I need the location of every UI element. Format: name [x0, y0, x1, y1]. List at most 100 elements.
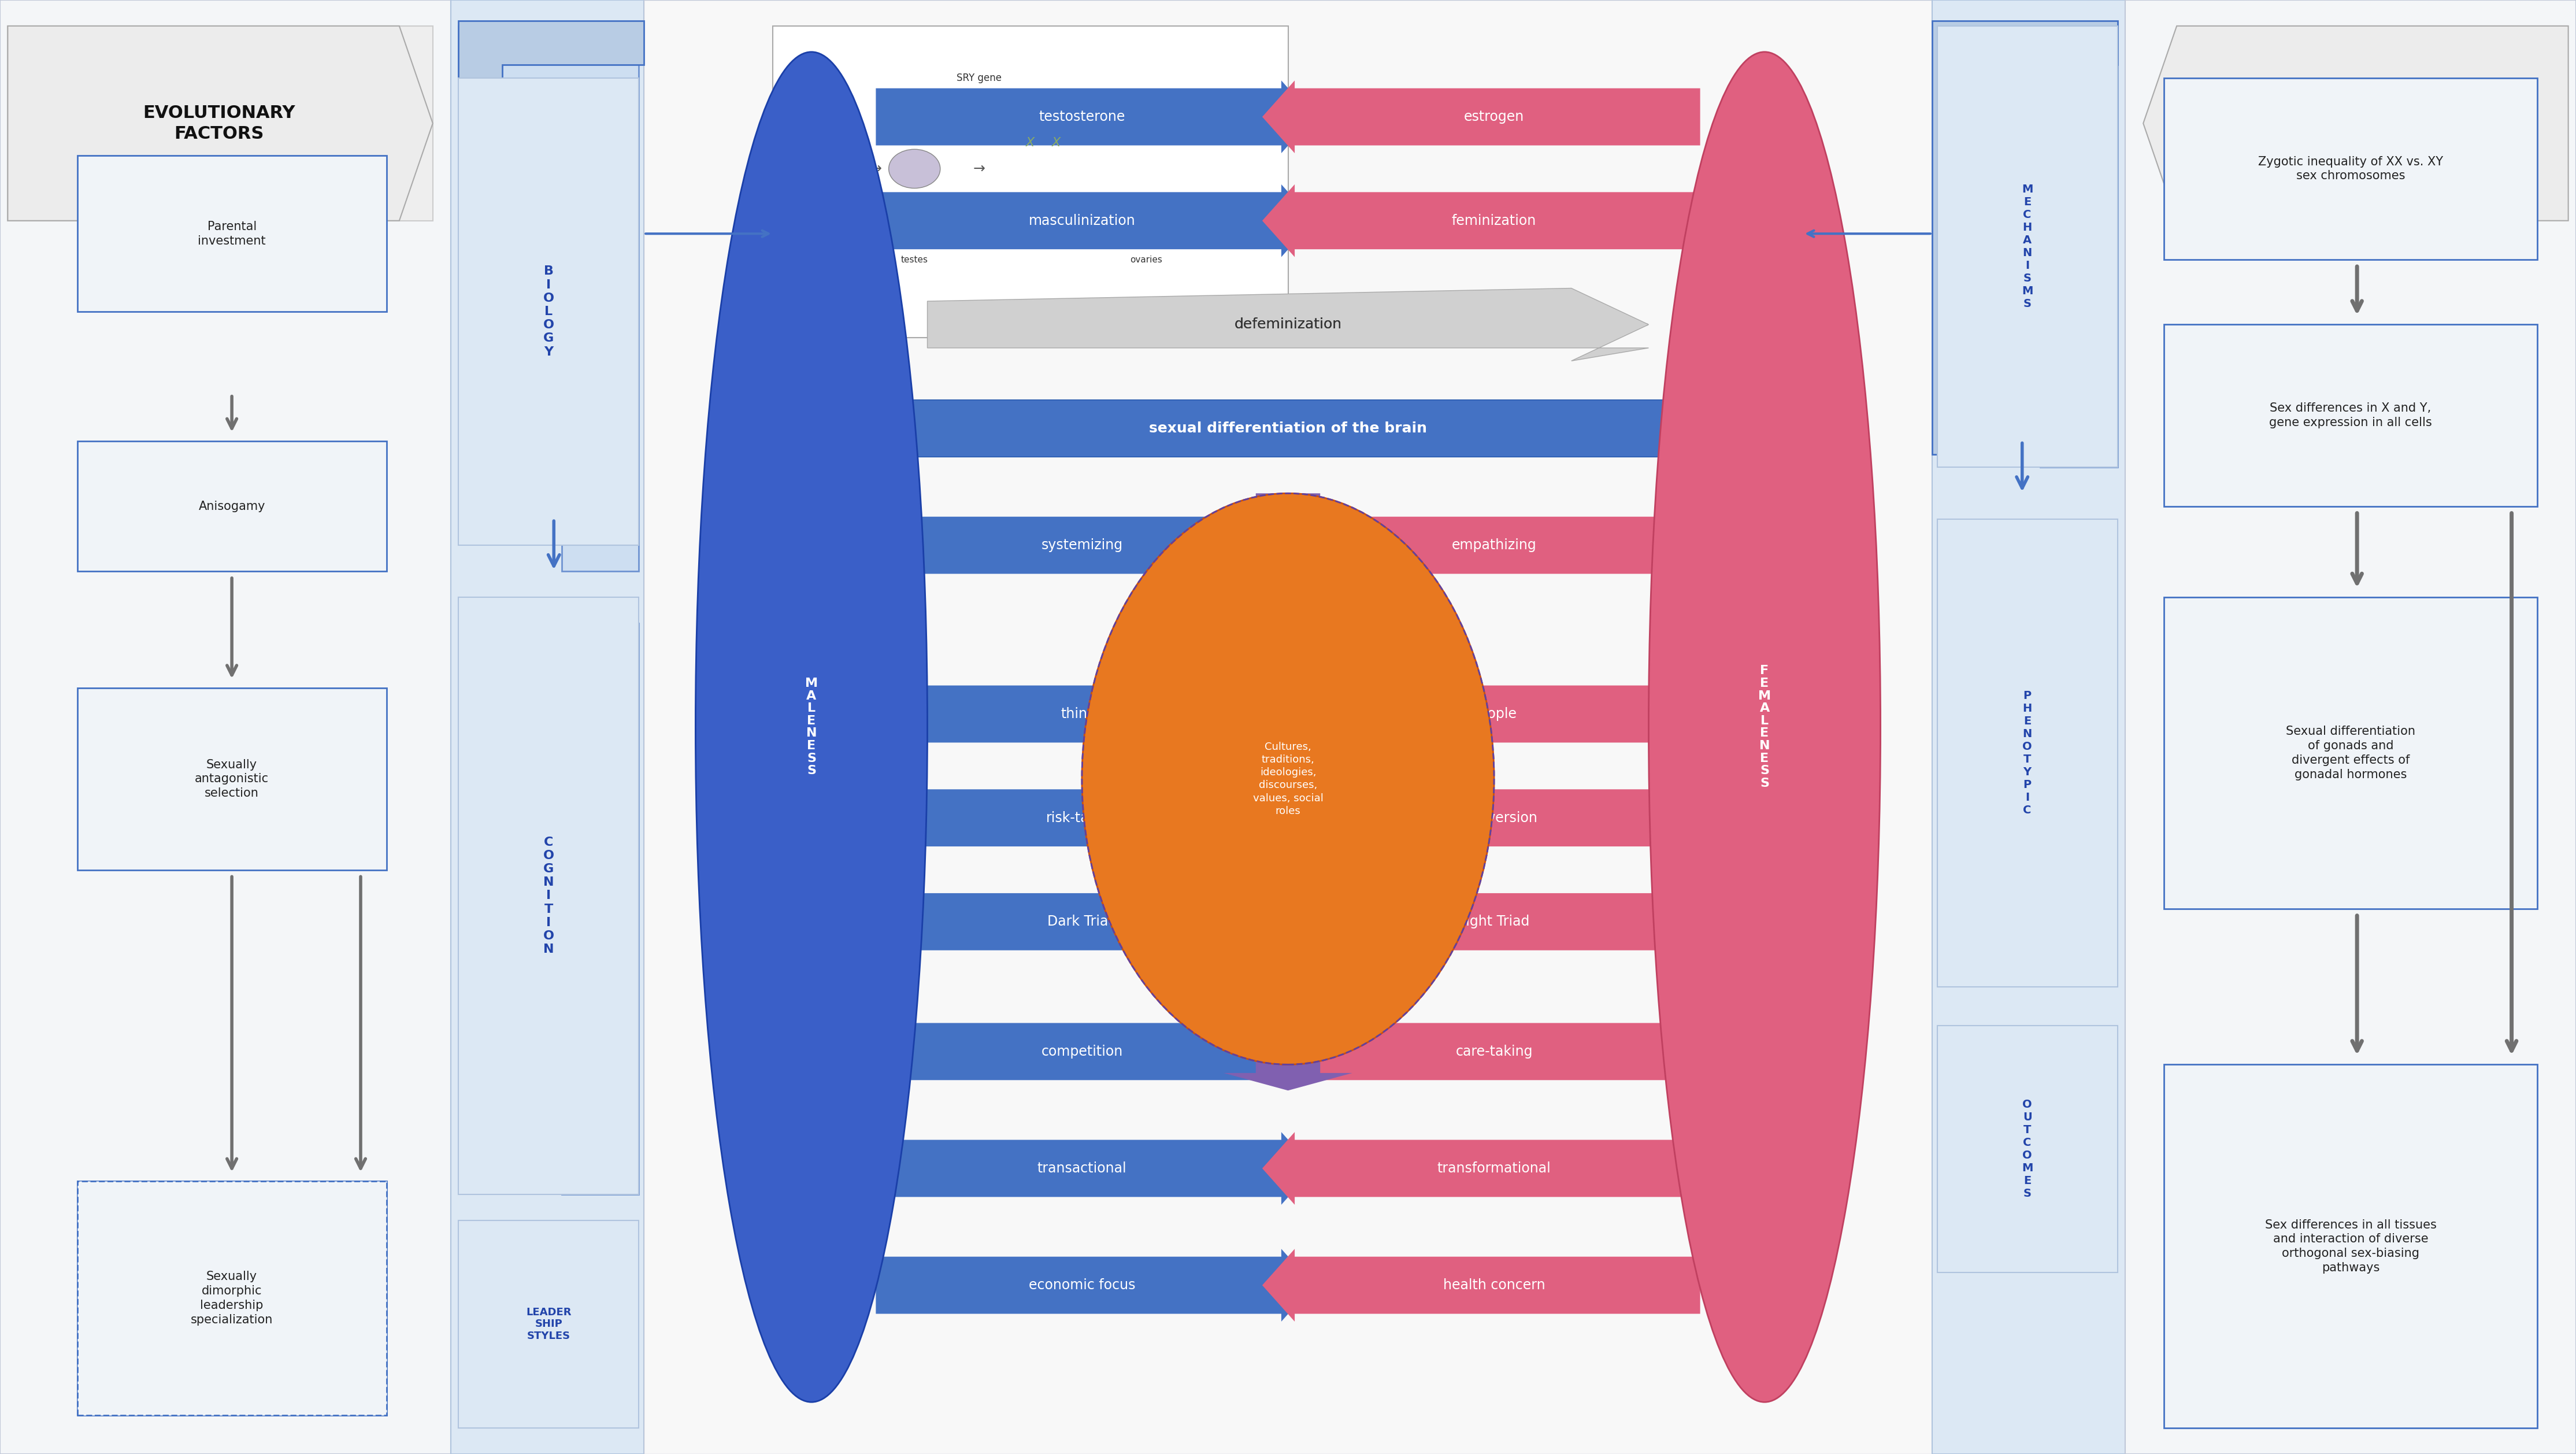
- Text: Dark Triad: Dark Triad: [1048, 915, 1115, 929]
- FancyBboxPatch shape: [2125, 0, 2576, 1454]
- Polygon shape: [1262, 885, 1700, 958]
- FancyBboxPatch shape: [459, 79, 639, 545]
- Polygon shape: [1932, 20, 2117, 454]
- Text: →: →: [871, 161, 881, 176]
- FancyBboxPatch shape: [2164, 79, 2537, 260]
- Text: empathizing: empathizing: [1453, 538, 1535, 553]
- Text: testosterone: testosterone: [1038, 111, 1126, 124]
- Text: EVOLUTIONARY
FACTORS: EVOLUTIONARY FACTORS: [142, 105, 296, 142]
- Text: Sex differences in all tissues
and interaction of diverse
orthogonal sex-biasing: Sex differences in all tissues and inter…: [2264, 1218, 2437, 1274]
- Text: things: things: [1061, 707, 1103, 721]
- Text: Sex differences in X and Y,
gene expression in all cells: Sex differences in X and Y, gene express…: [2269, 403, 2432, 429]
- Polygon shape: [1224, 493, 1352, 611]
- FancyBboxPatch shape: [1937, 519, 2117, 987]
- Text: sexual differentiation of the brain: sexual differentiation of the brain: [1149, 422, 1427, 435]
- Polygon shape: [1262, 1133, 1700, 1205]
- Polygon shape: [1262, 1249, 1700, 1322]
- Polygon shape: [876, 885, 1314, 958]
- Text: Sexual differentiation
of gonads and
divergent effects of
gonadal hormones: Sexual differentiation of gonads and div…: [2285, 726, 2416, 781]
- Text: Y: Y: [832, 148, 842, 163]
- Polygon shape: [876, 1249, 1314, 1322]
- Polygon shape: [2143, 26, 2568, 221]
- Text: B
I
O
L
O
G
Y: B I O L O G Y: [544, 266, 554, 358]
- Polygon shape: [1262, 80, 1700, 153]
- Text: estrogen: estrogen: [1463, 111, 1525, 124]
- Text: transactional: transactional: [1038, 1162, 1126, 1175]
- Text: SRY gene: SRY gene: [956, 73, 1002, 83]
- Text: LEADER
SHIP
STYLES: LEADER SHIP STYLES: [526, 1307, 572, 1342]
- Text: health concern: health concern: [1443, 1278, 1546, 1293]
- Polygon shape: [876, 1133, 1314, 1205]
- FancyBboxPatch shape: [2164, 1064, 2537, 1428]
- Polygon shape: [1262, 782, 1700, 853]
- FancyBboxPatch shape: [2164, 324, 2537, 506]
- FancyBboxPatch shape: [8, 26, 433, 221]
- FancyBboxPatch shape: [451, 0, 644, 1454]
- Text: systemizing: systemizing: [1041, 538, 1123, 553]
- Polygon shape: [459, 624, 639, 1194]
- FancyBboxPatch shape: [0, 0, 451, 1454]
- Ellipse shape: [1082, 493, 1494, 1064]
- Text: defeminization: defeminization: [1234, 317, 1342, 332]
- Text: O
U
T
C
O
M
E
S: O U T C O M E S: [2022, 1099, 2032, 1200]
- Polygon shape: [1262, 678, 1700, 750]
- Text: Anisogamy: Anisogamy: [198, 500, 265, 512]
- FancyBboxPatch shape: [1937, 26, 2117, 467]
- Polygon shape: [459, 26, 639, 571]
- FancyBboxPatch shape: [1937, 1025, 2117, 1272]
- Text: economic focus: economic focus: [1028, 1278, 1136, 1293]
- Text: defeminization: defeminization: [1234, 317, 1342, 332]
- Text: P
H
E
N
O
T
Y
P
I
C: P H E N O T Y P I C: [2022, 691, 2032, 816]
- Polygon shape: [876, 80, 1314, 153]
- Text: people: people: [1471, 707, 1517, 721]
- Text: masculinization: masculinization: [1028, 214, 1136, 228]
- Text: competition: competition: [1041, 1044, 1123, 1059]
- Text: M
E
C
H
A
N
I
S
M
S: M E C H A N I S M S: [2022, 185, 2032, 310]
- Text: feminization: feminization: [1453, 214, 1535, 228]
- Ellipse shape: [1649, 52, 1880, 1402]
- Polygon shape: [1262, 185, 1700, 257]
- Text: F
E
M
A
L
E
N
E
S
S: F E M A L E N E S S: [1759, 664, 1770, 790]
- Text: Light Triad: Light Triad: [1458, 915, 1530, 929]
- Text: testes: testes: [902, 256, 927, 265]
- Text: →: →: [974, 161, 984, 176]
- FancyBboxPatch shape: [644, 0, 1932, 1454]
- Text: Zygotic inequality of XX vs. XY
sex chromosomes: Zygotic inequality of XX vs. XY sex chro…: [2259, 156, 2442, 182]
- Polygon shape: [876, 509, 1314, 582]
- Text: transformational: transformational: [1437, 1162, 1551, 1175]
- Text: Sexually
dimorphic
leadership
specialization: Sexually dimorphic leadership specializa…: [191, 1271, 273, 1326]
- Polygon shape: [876, 678, 1314, 750]
- FancyBboxPatch shape: [773, 26, 1288, 337]
- Text: X: X: [1051, 137, 1061, 148]
- Polygon shape: [876, 1015, 1314, 1088]
- Polygon shape: [876, 393, 1803, 465]
- Polygon shape: [1224, 974, 1352, 1090]
- FancyBboxPatch shape: [459, 1220, 639, 1428]
- Text: C
O
G
N
I
T
I
O
N: C O G N I T I O N: [544, 836, 554, 955]
- Polygon shape: [8, 26, 433, 221]
- Polygon shape: [1262, 509, 1700, 582]
- Ellipse shape: [696, 52, 927, 1402]
- Text: Sexually
antagonistic
selection: Sexually antagonistic selection: [196, 759, 268, 800]
- Text: care-taking: care-taking: [1455, 1044, 1533, 1059]
- Polygon shape: [876, 782, 1314, 853]
- Text: risk-taking: risk-taking: [1046, 811, 1118, 824]
- FancyBboxPatch shape: [77, 688, 386, 869]
- FancyBboxPatch shape: [2164, 598, 2537, 909]
- FancyBboxPatch shape: [1932, 0, 2125, 1454]
- FancyBboxPatch shape: [77, 156, 386, 311]
- Ellipse shape: [889, 150, 940, 188]
- FancyBboxPatch shape: [77, 1181, 386, 1415]
- Text: X: X: [1025, 137, 1036, 148]
- Polygon shape: [1262, 1015, 1700, 1088]
- Polygon shape: [927, 288, 1649, 361]
- FancyBboxPatch shape: [459, 598, 639, 1194]
- FancyBboxPatch shape: [77, 1181, 386, 1415]
- Text: Cultures,
traditions,
ideologies,
discourses,
values, social
roles: Cultures, traditions, ideologies, discou…: [1252, 742, 1324, 816]
- Text: Parental
investment: Parental investment: [198, 221, 265, 247]
- Text: ovaries: ovaries: [1131, 256, 1162, 265]
- Polygon shape: [876, 185, 1314, 257]
- Text: M
A
L
E
N
E
S
S: M A L E N E S S: [806, 678, 817, 776]
- FancyBboxPatch shape: [77, 442, 386, 571]
- Polygon shape: [1937, 26, 2117, 467]
